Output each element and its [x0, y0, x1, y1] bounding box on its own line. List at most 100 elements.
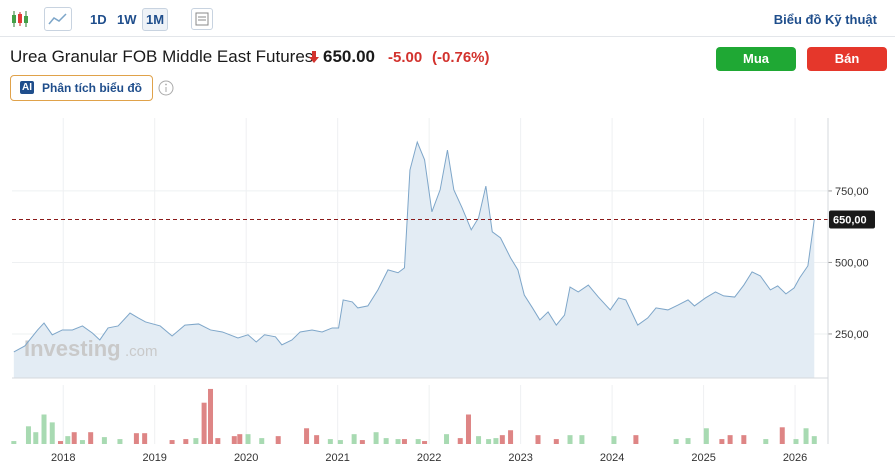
volume-bar	[508, 430, 514, 444]
volume-bar	[259, 438, 265, 444]
volume-bar	[685, 438, 691, 444]
volume-bar	[373, 432, 379, 444]
y-tick-label: 250,00	[835, 329, 869, 341]
volume-bar	[763, 439, 769, 444]
volume-bar	[422, 441, 428, 444]
ai-badge: AI	[20, 81, 34, 94]
volume-bar	[117, 439, 123, 444]
price-change-percent: (-0.76%)	[432, 49, 490, 66]
volume-bar	[41, 414, 47, 444]
volume-bar	[395, 439, 401, 444]
volume-bar	[553, 439, 559, 444]
toolbar	[0, 0, 895, 37]
volume-bar	[245, 434, 251, 444]
watermark-brand: Investing	[24, 336, 121, 361]
volume-bar	[304, 428, 310, 444]
volume-bar	[727, 435, 733, 444]
y-tick-label: 750,00	[835, 186, 869, 198]
volume-bar	[327, 439, 333, 444]
volume-bar	[415, 439, 421, 444]
volume-bar	[142, 433, 148, 444]
news-icon[interactable]	[191, 8, 213, 30]
x-tick-label: 2019	[142, 452, 166, 464]
watermark-suffix: .com	[125, 343, 158, 360]
volume-bar	[457, 438, 463, 444]
x-tick-label: 2022	[417, 452, 441, 464]
volume-bar	[314, 435, 320, 444]
range-1w[interactable]: 1W	[117, 12, 137, 27]
ai-button[interactable]: AI Phân tích biểu đồ	[10, 75, 153, 101]
volume-bar	[49, 422, 55, 444]
volume-bar	[25, 426, 31, 444]
volume-bar	[351, 434, 357, 444]
range-1m[interactable]: 1M	[142, 8, 169, 31]
volume-bar	[579, 435, 585, 444]
volume-bar	[476, 436, 482, 444]
volume-bar	[493, 438, 499, 444]
volume-bar	[703, 428, 709, 444]
sell-button[interactable]: Bán	[807, 47, 887, 71]
volume-bar	[611, 436, 617, 444]
volume-bar	[673, 439, 679, 444]
volume-bar	[33, 432, 39, 444]
y-tick-label: 500,00	[835, 257, 869, 269]
volume-bar	[201, 402, 207, 444]
x-tick-label: 2021	[325, 452, 349, 464]
volume-bar	[779, 427, 785, 444]
x-tick-label: 2025	[691, 452, 715, 464]
volume-bar	[101, 437, 107, 444]
volume-bar	[444, 434, 450, 444]
technical-link[interactable]: Biểu đồ Kỹ thuật	[773, 12, 877, 27]
x-tick-label: 2026	[783, 452, 807, 464]
area-icon[interactable]	[44, 7, 72, 31]
volume-bar	[275, 436, 281, 444]
volume-bar	[237, 434, 243, 444]
volume-bar	[719, 439, 725, 444]
price-change: -5.00	[388, 49, 423, 66]
volume-bar	[208, 388, 214, 444]
volume-bar	[803, 428, 809, 444]
volume-bar	[793, 439, 799, 444]
volume-bar	[567, 435, 573, 444]
volume-bar	[499, 435, 505, 444]
volume-bar	[811, 436, 817, 444]
volume-bar	[486, 439, 492, 444]
x-tick-label: 2018	[51, 452, 75, 464]
volume-bar	[359, 440, 365, 444]
ai-label: Phân tích biểu đồ	[42, 81, 143, 95]
volume-bar	[215, 438, 221, 444]
x-tick-label: 2024	[600, 452, 624, 464]
volume-bar	[465, 414, 471, 444]
price-line	[13, 140, 815, 353]
buy-button[interactable]: Mua	[716, 47, 796, 71]
volume-bar	[337, 440, 343, 444]
volume-bar	[741, 435, 747, 444]
down-arrow	[309, 51, 319, 63]
info-icon[interactable]	[158, 80, 174, 96]
volume-bar	[79, 440, 85, 444]
volume-bar	[401, 439, 407, 444]
last-price-tag	[829, 210, 875, 229]
last-price-label: 650,00	[833, 215, 867, 227]
volume-bar	[88, 432, 94, 444]
volume-bar	[193, 438, 199, 444]
range-1d[interactable]: 1D	[90, 12, 107, 27]
last-price: 650.00	[323, 47, 375, 66]
candle-icon[interactable]	[10, 9, 30, 29]
volume-bar	[383, 438, 389, 444]
volume-bar	[183, 439, 189, 444]
volume-bar	[169, 440, 175, 444]
volume-bar	[71, 432, 77, 444]
volume-bar	[231, 436, 237, 444]
instrument-title: Urea Granular FOB Middle East Futures	[10, 47, 314, 66]
x-tick-label: 2023	[508, 452, 532, 464]
volume-bar	[633, 435, 639, 444]
volume-bar	[535, 435, 541, 444]
volume-bar	[11, 441, 17, 444]
volume-bar	[57, 441, 63, 444]
volume-bar	[65, 436, 71, 444]
x-tick-label: 2020	[234, 452, 258, 464]
volume-bar	[133, 433, 139, 444]
